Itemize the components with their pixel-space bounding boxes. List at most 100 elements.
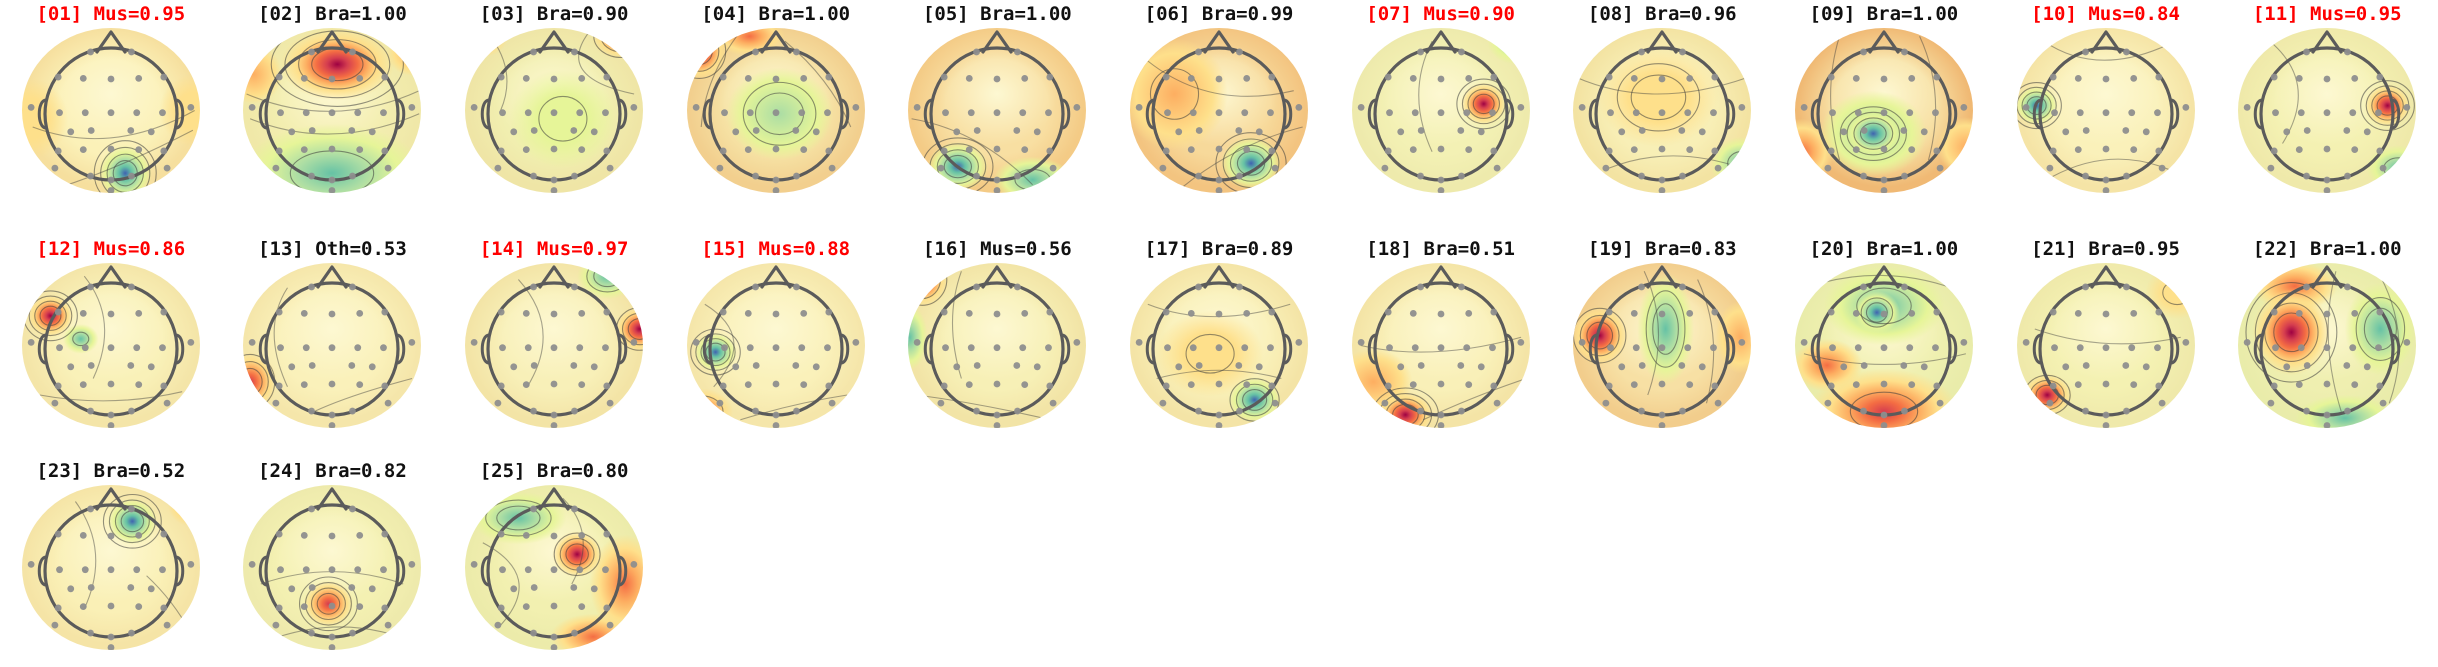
electrode-dot xyxy=(54,308,62,316)
electrode-dot xyxy=(1900,407,1908,415)
electrode-dot xyxy=(107,633,115,641)
topomap-field[interactable] xyxy=(1794,28,1973,193)
electrode-dot xyxy=(752,362,760,369)
electrode-dot xyxy=(1517,339,1524,346)
electrode-dot xyxy=(1164,109,1171,117)
electrode-dot xyxy=(67,128,74,136)
electrode-dot xyxy=(1295,104,1303,111)
electrode-dot xyxy=(277,109,285,117)
electrode-dot xyxy=(966,74,974,82)
electrode-dot xyxy=(1908,74,1916,82)
electrode-dot xyxy=(1045,109,1053,117)
electrode-dot xyxy=(497,604,505,612)
topomap-field[interactable] xyxy=(2016,263,2195,428)
electrode-dot xyxy=(2046,164,2053,172)
nose-icon xyxy=(2311,265,2343,289)
electrode-dot xyxy=(1738,104,1746,111)
electrode-dot xyxy=(2376,73,2384,81)
right-ear-icon xyxy=(395,555,406,587)
electrode-dot xyxy=(1187,309,1195,317)
electrode-dot xyxy=(772,145,780,153)
electrode-dot xyxy=(1699,128,1706,136)
topomap-field[interactable] xyxy=(686,263,865,428)
electrode-dot xyxy=(692,339,700,346)
electrode-dot xyxy=(2303,407,2311,415)
electrode-dot xyxy=(530,127,538,134)
electrode-dot xyxy=(1880,75,1888,83)
nose-icon xyxy=(316,265,349,289)
topomap-field[interactable] xyxy=(2238,263,2417,428)
electrode-dot xyxy=(1437,310,1445,318)
topomap-field[interactable] xyxy=(1351,28,1530,193)
topomap-field[interactable] xyxy=(1573,263,1752,428)
electrode-dot xyxy=(1271,164,1279,172)
electrode-dot xyxy=(1050,164,1057,172)
component-label: [08] Bra=0.96 xyxy=(1587,3,1737,25)
topomap-field[interactable] xyxy=(2238,28,2417,193)
topomap-field[interactable] xyxy=(686,28,865,193)
electrode-dot xyxy=(603,604,611,612)
electrode-dot xyxy=(107,644,115,650)
electrode-dot xyxy=(1295,339,1303,346)
topomap-field[interactable] xyxy=(2016,28,2195,193)
right-ear-icon xyxy=(617,333,628,365)
electrode-dot xyxy=(55,109,63,117)
electrode-dot xyxy=(301,309,309,317)
electrode-dot xyxy=(1931,109,1939,117)
electrode-dot xyxy=(1416,407,1424,415)
head-outline-icon xyxy=(465,28,644,193)
topomap-field[interactable] xyxy=(908,28,1087,193)
contour-lines xyxy=(1147,303,1291,422)
nose-icon xyxy=(538,265,570,289)
electrode-dot xyxy=(732,128,739,136)
head-outline-icon xyxy=(2243,30,2416,193)
topomap-field[interactable] xyxy=(465,263,644,428)
component-cell: [15] Mus=0.88 xyxy=(665,222,887,444)
electrode-dot xyxy=(1164,344,1171,352)
topomap-field[interactable] xyxy=(243,28,422,193)
electrode-dot xyxy=(1679,48,1687,56)
head-outline-icon xyxy=(2022,265,2192,428)
electrode-dot xyxy=(590,585,598,593)
topomap-field[interactable] xyxy=(1129,263,1308,428)
electrode-dot xyxy=(349,407,357,415)
electrode-dot xyxy=(1920,363,1928,371)
electrode-dot xyxy=(1860,172,1867,180)
topomap-field[interactable] xyxy=(1351,263,1530,428)
nose-icon xyxy=(95,487,127,511)
electrode-dot xyxy=(301,74,309,82)
topomap-field[interactable] xyxy=(908,263,1087,428)
component-label: [14] Mus=0.97 xyxy=(479,238,629,260)
topomap-field[interactable] xyxy=(21,263,200,428)
electrode-dot xyxy=(1860,283,1867,291)
electrode-dot xyxy=(1933,382,1941,390)
electrode-dot xyxy=(2403,339,2411,346)
electrode-dot xyxy=(1437,422,1445,428)
nose-icon xyxy=(1425,30,1457,54)
topomap-field[interactable] xyxy=(21,28,200,193)
component-label: [06] Bra=0.99 xyxy=(1144,3,1294,25)
electrode-dot xyxy=(1013,127,1021,134)
topomap-field[interactable] xyxy=(465,28,644,193)
nose-icon xyxy=(760,265,792,289)
topomap-field[interactable] xyxy=(1573,28,1752,193)
electrode-dot xyxy=(2082,127,2090,134)
electrode-dot xyxy=(2129,309,2137,317)
electrode-dot xyxy=(914,339,921,346)
topomap-field[interactable] xyxy=(1129,28,1308,193)
topomap-field[interactable] xyxy=(243,485,422,650)
electrode-dot xyxy=(953,363,961,371)
topomap-field[interactable] xyxy=(1794,263,1973,428)
electrode-dot xyxy=(1046,147,1054,155)
electrode-dot xyxy=(772,187,780,193)
electrode-dot xyxy=(1034,363,1042,371)
electrode-dot xyxy=(1711,382,1719,390)
topomap-field[interactable] xyxy=(21,485,200,650)
electrode-dot xyxy=(160,308,168,316)
topomap-field[interactable] xyxy=(243,263,422,428)
electrode-dot xyxy=(329,532,336,540)
electrode-dot xyxy=(2283,363,2291,371)
electrode-dot xyxy=(914,104,921,111)
component-label: [13] Oth=0.53 xyxy=(258,238,407,260)
topomap-field[interactable] xyxy=(465,485,644,650)
